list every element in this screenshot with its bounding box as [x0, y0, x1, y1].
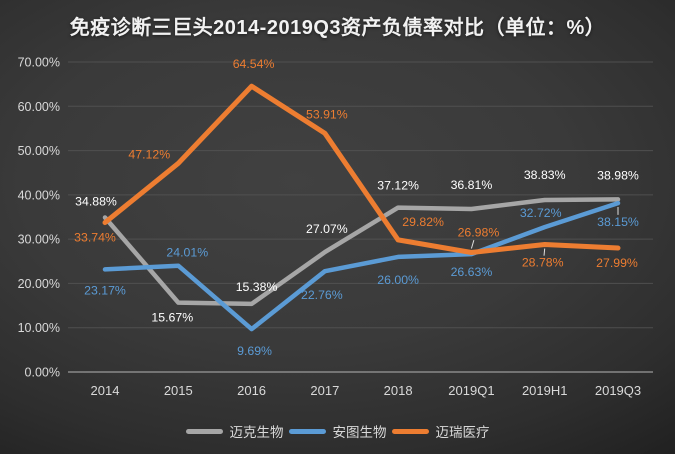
data-label: 34.88% [75, 195, 117, 209]
legend-label: 迈瑞医疗 [435, 425, 490, 440]
legend-line-icon [391, 428, 429, 434]
data-label: 15.67% [151, 311, 193, 325]
data-label: 64.54% [233, 57, 275, 71]
data-label: 38.83% [524, 168, 566, 182]
legend-line-icon [185, 428, 223, 434]
data-label: 24.01% [166, 246, 208, 260]
x-axis-tick-label: 2019H1 [522, 383, 568, 398]
y-axis-tick-label: 0.00% [25, 366, 60, 380]
series-line-2 [102, 83, 621, 255]
x-axis-tick-label: 2016 [237, 383, 266, 398]
data-label: 38.15% [597, 215, 639, 229]
data-label: 28.78% [522, 256, 564, 270]
y-axis-tick-label: 50.00% [18, 144, 60, 158]
data-label: 33.74% [74, 231, 116, 245]
series-line-0 [102, 197, 621, 307]
data-label: 36.81% [451, 178, 493, 192]
data-label: 15.38% [236, 280, 278, 294]
x-axis-tick-label: 2019Q3 [595, 383, 641, 398]
legend-item-maike: 迈克生物 [185, 421, 284, 441]
data-label: 26.00% [377, 273, 419, 287]
x-axis-tick-label: 2017 [310, 383, 339, 398]
y-axis-tick-label: 70.00% [18, 56, 60, 70]
chart-title: 免疫诊断三巨头2014-2019Q3资产负债率对比（单位：%） [69, 17, 606, 39]
x-axis-tick-label: 2018 [384, 383, 413, 398]
data-label: 38.98% [597, 168, 639, 182]
y-axis-tick-label: 10.00% [18, 321, 60, 335]
y-axis-tick-label: 20.00% [18, 277, 60, 291]
data-label: 37.12% [377, 179, 419, 193]
legend-label: 迈克生物 [229, 425, 284, 440]
legend-item-mairui: 迈瑞医疗 [391, 421, 490, 441]
data-label: 23.17% [84, 283, 126, 297]
chart-legend: 迈克生物 安图生物 迈瑞医疗 [0, 421, 675, 441]
data-label: 27.07% [306, 222, 348, 236]
data-label: 29.82% [402, 215, 444, 229]
data-label: 22.76% [301, 288, 343, 302]
x-axis-tick-label: 2015 [164, 383, 193, 398]
data-label: 27.99% [596, 256, 638, 270]
y-axis-tick-label: 60.00% [18, 100, 60, 114]
y-axis-tick-label: 30.00% [18, 233, 60, 247]
data-label: 32.72% [520, 206, 562, 220]
series-line-1 [102, 200, 621, 332]
legend-label: 安图生物 [332, 425, 387, 440]
x-axis-tick-label: 2014 [91, 383, 120, 398]
data-label: 26.63% [451, 265, 493, 279]
data-label: 47.12% [128, 147, 170, 161]
label-leader-line [470, 239, 475, 249]
data-label: 9.69% [237, 344, 272, 358]
legend-item-antu: 安图生物 [288, 421, 387, 441]
y-axis-tick-label: 40.00% [18, 188, 60, 202]
x-axis-tick-label: 2019Q1 [448, 383, 494, 398]
label-leader-line [543, 248, 546, 256]
legend-line-icon [288, 428, 326, 434]
data-label: 53.91% [306, 107, 348, 121]
data-label: 26.98% [458, 226, 500, 240]
